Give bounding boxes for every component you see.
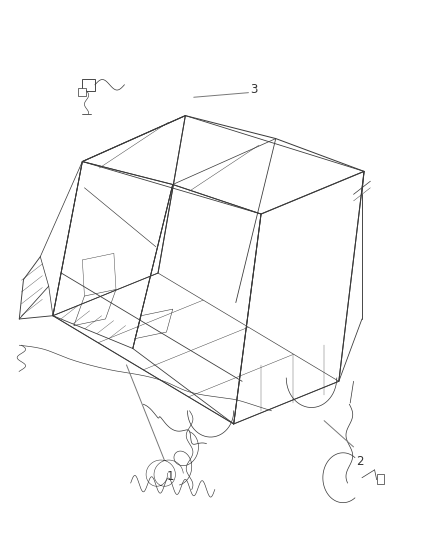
Text: 1: 1 bbox=[166, 470, 174, 483]
Text: 2: 2 bbox=[356, 455, 363, 468]
Bar bbox=[82, 79, 95, 91]
Bar bbox=[377, 474, 384, 484]
Bar bbox=[78, 88, 86, 96]
Text: 3: 3 bbox=[251, 83, 258, 96]
